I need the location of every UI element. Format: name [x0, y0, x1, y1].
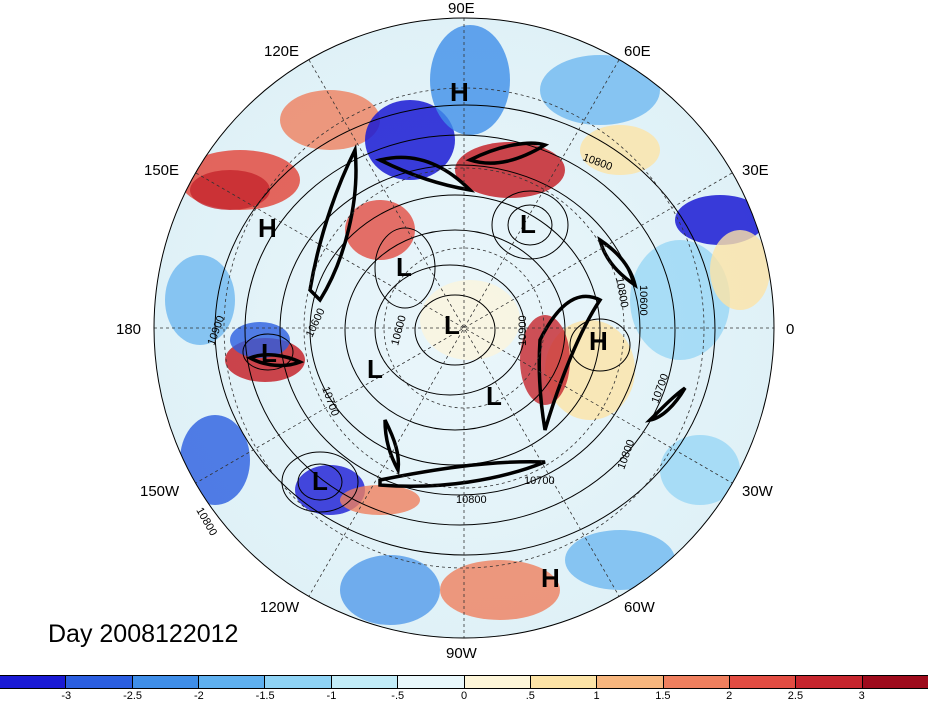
colorbar-labels: -3 -2.5 -2 -1.5 -1 -.5 0 .5 1 1.5 2 2.5 3 — [0, 690, 928, 704]
contour-label: 10700 — [524, 475, 555, 487]
height-contours — [214, 104, 716, 556]
colorbar-tick-label: -3 — [61, 690, 72, 702]
low-pressure-marker: L — [396, 252, 412, 282]
map-boundary — [153, 17, 775, 639]
low-pressure-marker: L — [367, 354, 383, 384]
colorbar-box — [199, 676, 266, 688]
colorbar-tick-label: 0 — [460, 690, 468, 702]
colorbar-tick-label: -.5 — [391, 690, 405, 702]
low-pressure-marker: L — [261, 338, 277, 368]
lon-label-60w: 60W — [624, 599, 656, 616]
colorbar-tick-label: -1 — [326, 690, 337, 702]
lon-label-60e: 60E — [624, 43, 651, 60]
colorbar-box — [729, 676, 797, 688]
colorbar-box — [796, 676, 863, 688]
colorbar-tick-label: -2 — [193, 690, 204, 702]
lon-label-150e: 150E — [144, 162, 179, 179]
colorbar-tick-label: 2 — [726, 690, 733, 702]
contour-label: 10800 — [613, 276, 630, 308]
colorbar-tick-label: 3 — [858, 690, 865, 702]
low-pressure-marker: L — [312, 466, 328, 496]
high-pressure-marker: H — [541, 563, 560, 593]
colorbar-box — [331, 676, 399, 688]
colorbar-tick-label: .5 — [525, 690, 535, 702]
colorbar-tick-label: 1 — [593, 690, 600, 702]
colorbar-box — [530, 676, 598, 688]
graticule — [154, 18, 774, 638]
lon-label-120w: 120W — [260, 599, 300, 616]
colorbar-box — [66, 676, 133, 688]
contour-label: 10800 — [456, 494, 487, 506]
lon-label-30e: 30E — [742, 162, 769, 179]
colorbar-tick-label: 1.5 — [655, 690, 671, 702]
lon-label-0: 0 — [786, 321, 794, 338]
contour-label: 10900 — [517, 315, 529, 346]
colorbar-box — [663, 676, 730, 688]
contour-label: 10600 — [637, 285, 649, 316]
lon-label-30w: 30W — [742, 483, 774, 500]
high-pressure-marker: H — [258, 213, 277, 243]
colorbar-box — [862, 676, 928, 688]
high-pressure-marker: H — [450, 77, 469, 107]
map-title: Day 2008122012 — [48, 620, 239, 648]
polar-stereographic-map: 10800 10600 10900 10600 10700 10900 1060… — [116, 0, 794, 662]
colorbar-box — [265, 676, 332, 688]
pressure-centers: H H L L L L L L L H H — [258, 77, 608, 593]
high-pressure-marker: H — [589, 326, 608, 356]
colorbar-box — [132, 676, 200, 688]
colorbar-box — [0, 676, 67, 688]
colorbar-tick-label: -2.5 — [123, 690, 143, 702]
lon-label-90w: 90W — [446, 645, 478, 662]
low-pressure-marker: L — [486, 381, 502, 411]
lon-label-120e: 120E — [264, 43, 299, 60]
colorbar-box — [597, 676, 664, 688]
longitude-labels: 90E 60E 30E 0 30W 60W 90W 120W 150W 180 … — [116, 0, 794, 662]
colorbar — [0, 675, 928, 689]
colorbar-box — [464, 676, 531, 688]
low-pressure-marker: L — [444, 310, 460, 340]
jet-contours — [245, 141, 687, 488]
colorbar-box — [398, 676, 465, 688]
lon-label-180: 180 — [116, 321, 141, 338]
lon-label-150w: 150W — [140, 483, 180, 500]
colorbar-tick-label: -1.5 — [255, 690, 275, 702]
lon-label-90e: 90E — [448, 0, 475, 17]
colorbar-tick-label: 2.5 — [787, 690, 804, 702]
low-pressure-marker: L — [520, 209, 536, 239]
